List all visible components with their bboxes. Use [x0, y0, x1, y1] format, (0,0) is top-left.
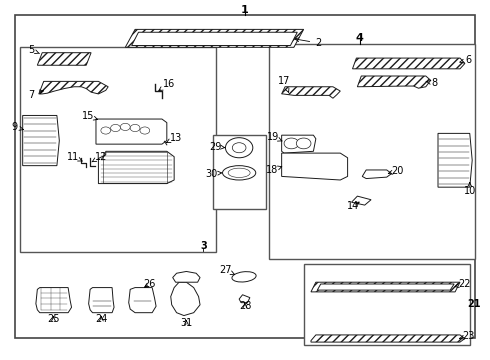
Text: 7: 7	[28, 90, 44, 100]
Circle shape	[121, 123, 130, 131]
Text: 20: 20	[388, 166, 404, 176]
Polygon shape	[98, 151, 174, 184]
Text: 24: 24	[95, 314, 107, 324]
Circle shape	[111, 125, 121, 132]
Bar	[213, 135, 266, 209]
Text: 13: 13	[167, 133, 182, 143]
Text: 12: 12	[92, 152, 107, 162]
Text: 25: 25	[47, 314, 60, 324]
Text: 6: 6	[460, 55, 472, 65]
Text: 16: 16	[159, 79, 175, 91]
Polygon shape	[129, 288, 156, 313]
Polygon shape	[282, 87, 340, 98]
Ellipse shape	[232, 272, 256, 282]
Circle shape	[130, 125, 140, 132]
Circle shape	[296, 138, 311, 149]
Polygon shape	[172, 271, 200, 282]
Text: 9: 9	[11, 122, 24, 132]
Polygon shape	[239, 295, 250, 303]
Circle shape	[140, 127, 150, 134]
Text: 18: 18	[266, 165, 282, 175]
Polygon shape	[36, 288, 72, 313]
Text: 28: 28	[239, 301, 251, 311]
Text: 3: 3	[200, 241, 207, 251]
Text: 1: 1	[241, 5, 249, 15]
Circle shape	[232, 143, 246, 153]
Polygon shape	[125, 30, 304, 47]
Text: 19: 19	[267, 132, 282, 142]
Polygon shape	[311, 282, 460, 292]
Text: 26: 26	[144, 279, 156, 289]
Text: 10: 10	[464, 183, 476, 196]
Text: 27: 27	[219, 265, 235, 275]
Polygon shape	[132, 32, 297, 45]
Polygon shape	[351, 196, 371, 205]
Text: 11: 11	[67, 152, 82, 162]
Text: 23: 23	[460, 331, 475, 341]
Polygon shape	[311, 335, 465, 342]
Ellipse shape	[228, 168, 250, 177]
Polygon shape	[362, 170, 392, 179]
Text: 21: 21	[467, 299, 480, 309]
Bar	[270, 44, 475, 259]
Polygon shape	[352, 58, 465, 69]
Polygon shape	[357, 76, 431, 88]
Ellipse shape	[222, 166, 256, 180]
Text: 14: 14	[347, 201, 360, 211]
Text: 4: 4	[356, 33, 364, 43]
Bar	[304, 264, 470, 345]
Polygon shape	[438, 134, 472, 187]
Bar	[20, 47, 216, 252]
Circle shape	[225, 138, 253, 158]
Polygon shape	[96, 119, 167, 144]
Text: 2: 2	[295, 38, 321, 48]
Circle shape	[101, 127, 111, 134]
Text: 5: 5	[28, 45, 40, 55]
Polygon shape	[89, 288, 114, 313]
Text: 30: 30	[206, 168, 221, 179]
Circle shape	[284, 138, 299, 149]
Polygon shape	[23, 116, 59, 166]
Text: 15: 15	[81, 111, 98, 121]
Polygon shape	[37, 53, 91, 65]
Polygon shape	[282, 153, 347, 180]
Text: 8: 8	[426, 78, 438, 88]
Text: 29: 29	[210, 141, 225, 152]
Polygon shape	[282, 135, 316, 153]
Text: 17: 17	[278, 76, 290, 93]
Polygon shape	[171, 282, 200, 316]
Text: 31: 31	[180, 319, 193, 328]
Polygon shape	[318, 284, 454, 290]
Bar	[103, 152, 167, 183]
Text: 22: 22	[455, 279, 471, 289]
Polygon shape	[39, 81, 108, 94]
